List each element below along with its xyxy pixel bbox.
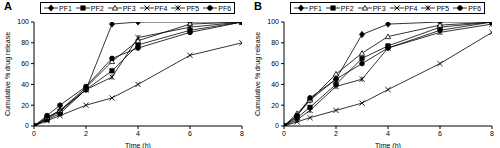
html-text:PF1: PF1: [309, 4, 322, 12]
svg-text:40: 40: [21, 81, 29, 88]
svg-text:Time (h): Time (h): [375, 142, 401, 148]
svg-text:0: 0: [32, 130, 36, 137]
svg-text:60: 60: [21, 60, 29, 67]
html-text:PF4: PF4: [154, 4, 168, 12]
svg-text:8: 8: [490, 130, 492, 137]
html-text:PF4: PF4: [404, 4, 418, 12]
svg-text:Cumulative % drug release: Cumulative % drug release: [254, 32, 262, 116]
html-text:PF3: PF3: [122, 4, 136, 12]
svg-text:100: 100: [267, 18, 279, 25]
html-text:PF2: PF2: [90, 4, 104, 12]
svg-text:6: 6: [188, 130, 192, 137]
svg-text:0: 0: [25, 122, 29, 129]
svg-text:80: 80: [271, 39, 279, 46]
svg-text:Cumulative % drug release: Cumulative % drug release: [8, 32, 12, 116]
html-text:PF6: PF6: [218, 4, 232, 12]
svg-text:0: 0: [282, 130, 286, 137]
html-text:A: A: [4, 0, 12, 12]
svg-text:4: 4: [136, 130, 140, 137]
svg-text:6: 6: [438, 130, 442, 137]
svg-text:20: 20: [271, 102, 279, 109]
svg-text:2: 2: [84, 130, 88, 137]
html-text:PF5: PF5: [436, 4, 450, 12]
svg-text:80: 80: [21, 39, 29, 46]
svg-text:2: 2: [334, 130, 338, 137]
svg-text:40: 40: [271, 81, 279, 88]
html-text:B: B: [254, 0, 262, 12]
html-text:PF6: PF6: [468, 4, 482, 12]
html-text:PF5: PF5: [186, 4, 200, 12]
html-text:PF2: PF2: [340, 4, 354, 12]
svg-text:8: 8: [240, 130, 244, 137]
svg-text:Time (h): Time (h): [125, 142, 151, 148]
html-text:PF3: PF3: [372, 4, 386, 12]
svg-text:4: 4: [386, 130, 390, 137]
svg-text:60: 60: [271, 60, 279, 67]
html-text:PF1: PF1: [59, 4, 72, 12]
svg-text:20: 20: [21, 102, 29, 109]
svg-text:100: 100: [17, 18, 29, 25]
svg-text:0: 0: [275, 122, 279, 129]
